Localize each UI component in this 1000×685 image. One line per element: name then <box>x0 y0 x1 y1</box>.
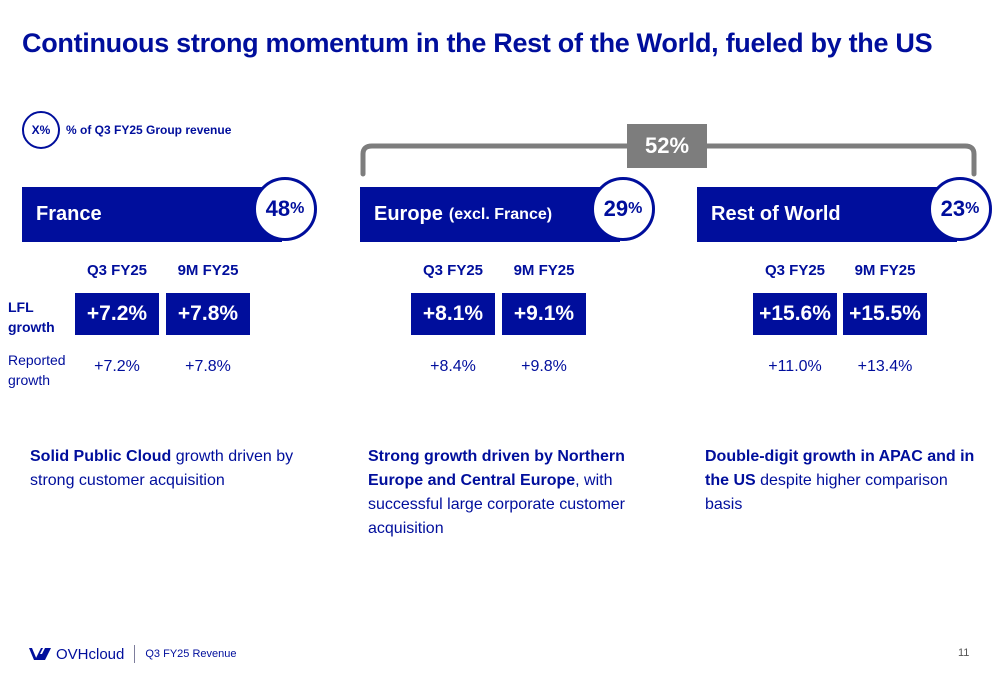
slide-title: Continuous strong momentum in the Rest o… <box>22 28 933 58</box>
share-circle-europe: 29% <box>591 177 655 241</box>
share-value: 29 <box>603 196 629 221</box>
desc-bold: Double-digit growth in APAC and in the U… <box>705 448 975 489</box>
region-name: France <box>36 203 102 225</box>
desc-rest: growth driven by strong customer acquisi… <box>30 448 294 489</box>
lfl-9m-box: +9.1% <box>502 293 586 335</box>
col-head-q3: Q3 FY25 <box>86 262 148 279</box>
ovhcloud-logo-text: OVHcloud <box>56 645 125 663</box>
region-name: Rest of World <box>711 203 841 225</box>
col-head-9m: 9M FY25 <box>513 262 575 279</box>
share-circle-rest-of-world: 23% <box>928 177 992 241</box>
footer-divider <box>134 645 136 663</box>
legend-circle: X% <box>22 111 60 149</box>
desc-bold: Solid Public Cloud <box>30 448 172 465</box>
lfl-label-line1: LFL <box>8 299 34 315</box>
region-sub: (excl. France) <box>448 205 553 223</box>
reported-q3-value: +8.4% <box>430 358 476 375</box>
share-circle-france: 48% <box>253 177 317 241</box>
lfl-label-line2: growth <box>8 319 55 335</box>
share-suffix: % <box>628 200 643 217</box>
description-europe: Strong growth driven by Northern Europe … <box>368 445 648 541</box>
reported-growth-label: Reported growth <box>8 350 66 390</box>
combined-share-label: 52% <box>627 124 707 168</box>
reported-label-line1: Reported <box>8 352 66 368</box>
desc-rest: , with successful large corporate custom… <box>368 472 625 537</box>
lfl-9m-box: +7.8% <box>166 293 250 335</box>
legend-text: % of Q3 FY25 Group revenue <box>66 123 232 137</box>
reported-label-line2: growth <box>8 372 51 388</box>
region-name: Europe <box>374 203 443 225</box>
share-suffix: % <box>965 200 980 217</box>
lfl-q3-box: +8.1% <box>411 293 495 335</box>
lfl-q3-box: +7.2% <box>75 293 159 335</box>
col-head-q3: Q3 FY25 <box>764 262 826 279</box>
page-number: 11 <box>958 647 970 659</box>
col-head-q3: Q3 FY25 <box>422 262 484 279</box>
reported-q3-value: +7.2% <box>94 358 140 375</box>
footer-caption: Q3 FY25 Revenue <box>145 648 237 660</box>
share-value: 23 <box>940 196 966 221</box>
desc-bold: Strong growth driven by Northern Europe … <box>368 448 625 489</box>
legend: X% % of Q3 FY25 Group revenue <box>22 110 231 150</box>
reported-9m-value: +13.4% <box>857 358 913 375</box>
description-rest-of-world: Double-digit growth in APAC and in the U… <box>705 445 985 517</box>
footer: OVHcloud Q3 FY25 Revenue <box>28 642 237 666</box>
lfl-q3-box: +15.6% <box>753 293 837 335</box>
share-suffix: % <box>290 200 305 217</box>
desc-rest: despite higher comparison basis <box>705 472 948 513</box>
ovhcloud-logo-icon <box>29 648 51 660</box>
col-head-9m: 9M FY25 <box>177 262 239 279</box>
region-bar-france: France <box>22 187 282 242</box>
description-france: Solid Public Cloud growth driven by stro… <box>30 445 310 493</box>
col-head-9m: 9M FY25 <box>854 262 916 279</box>
lfl-growth-label: LFL growth <box>8 297 55 337</box>
reported-q3-value: +11.0% <box>768 358 822 375</box>
lfl-9m-box: +15.5% <box>843 293 927 335</box>
region-bar-rest-of-world: Rest of World <box>697 187 957 242</box>
reported-9m-value: +9.8% <box>521 358 567 375</box>
share-value: 48 <box>265 196 291 221</box>
region-bar-europe: Europe (excl. France) <box>360 187 620 242</box>
reported-9m-value: +7.8% <box>185 358 231 375</box>
